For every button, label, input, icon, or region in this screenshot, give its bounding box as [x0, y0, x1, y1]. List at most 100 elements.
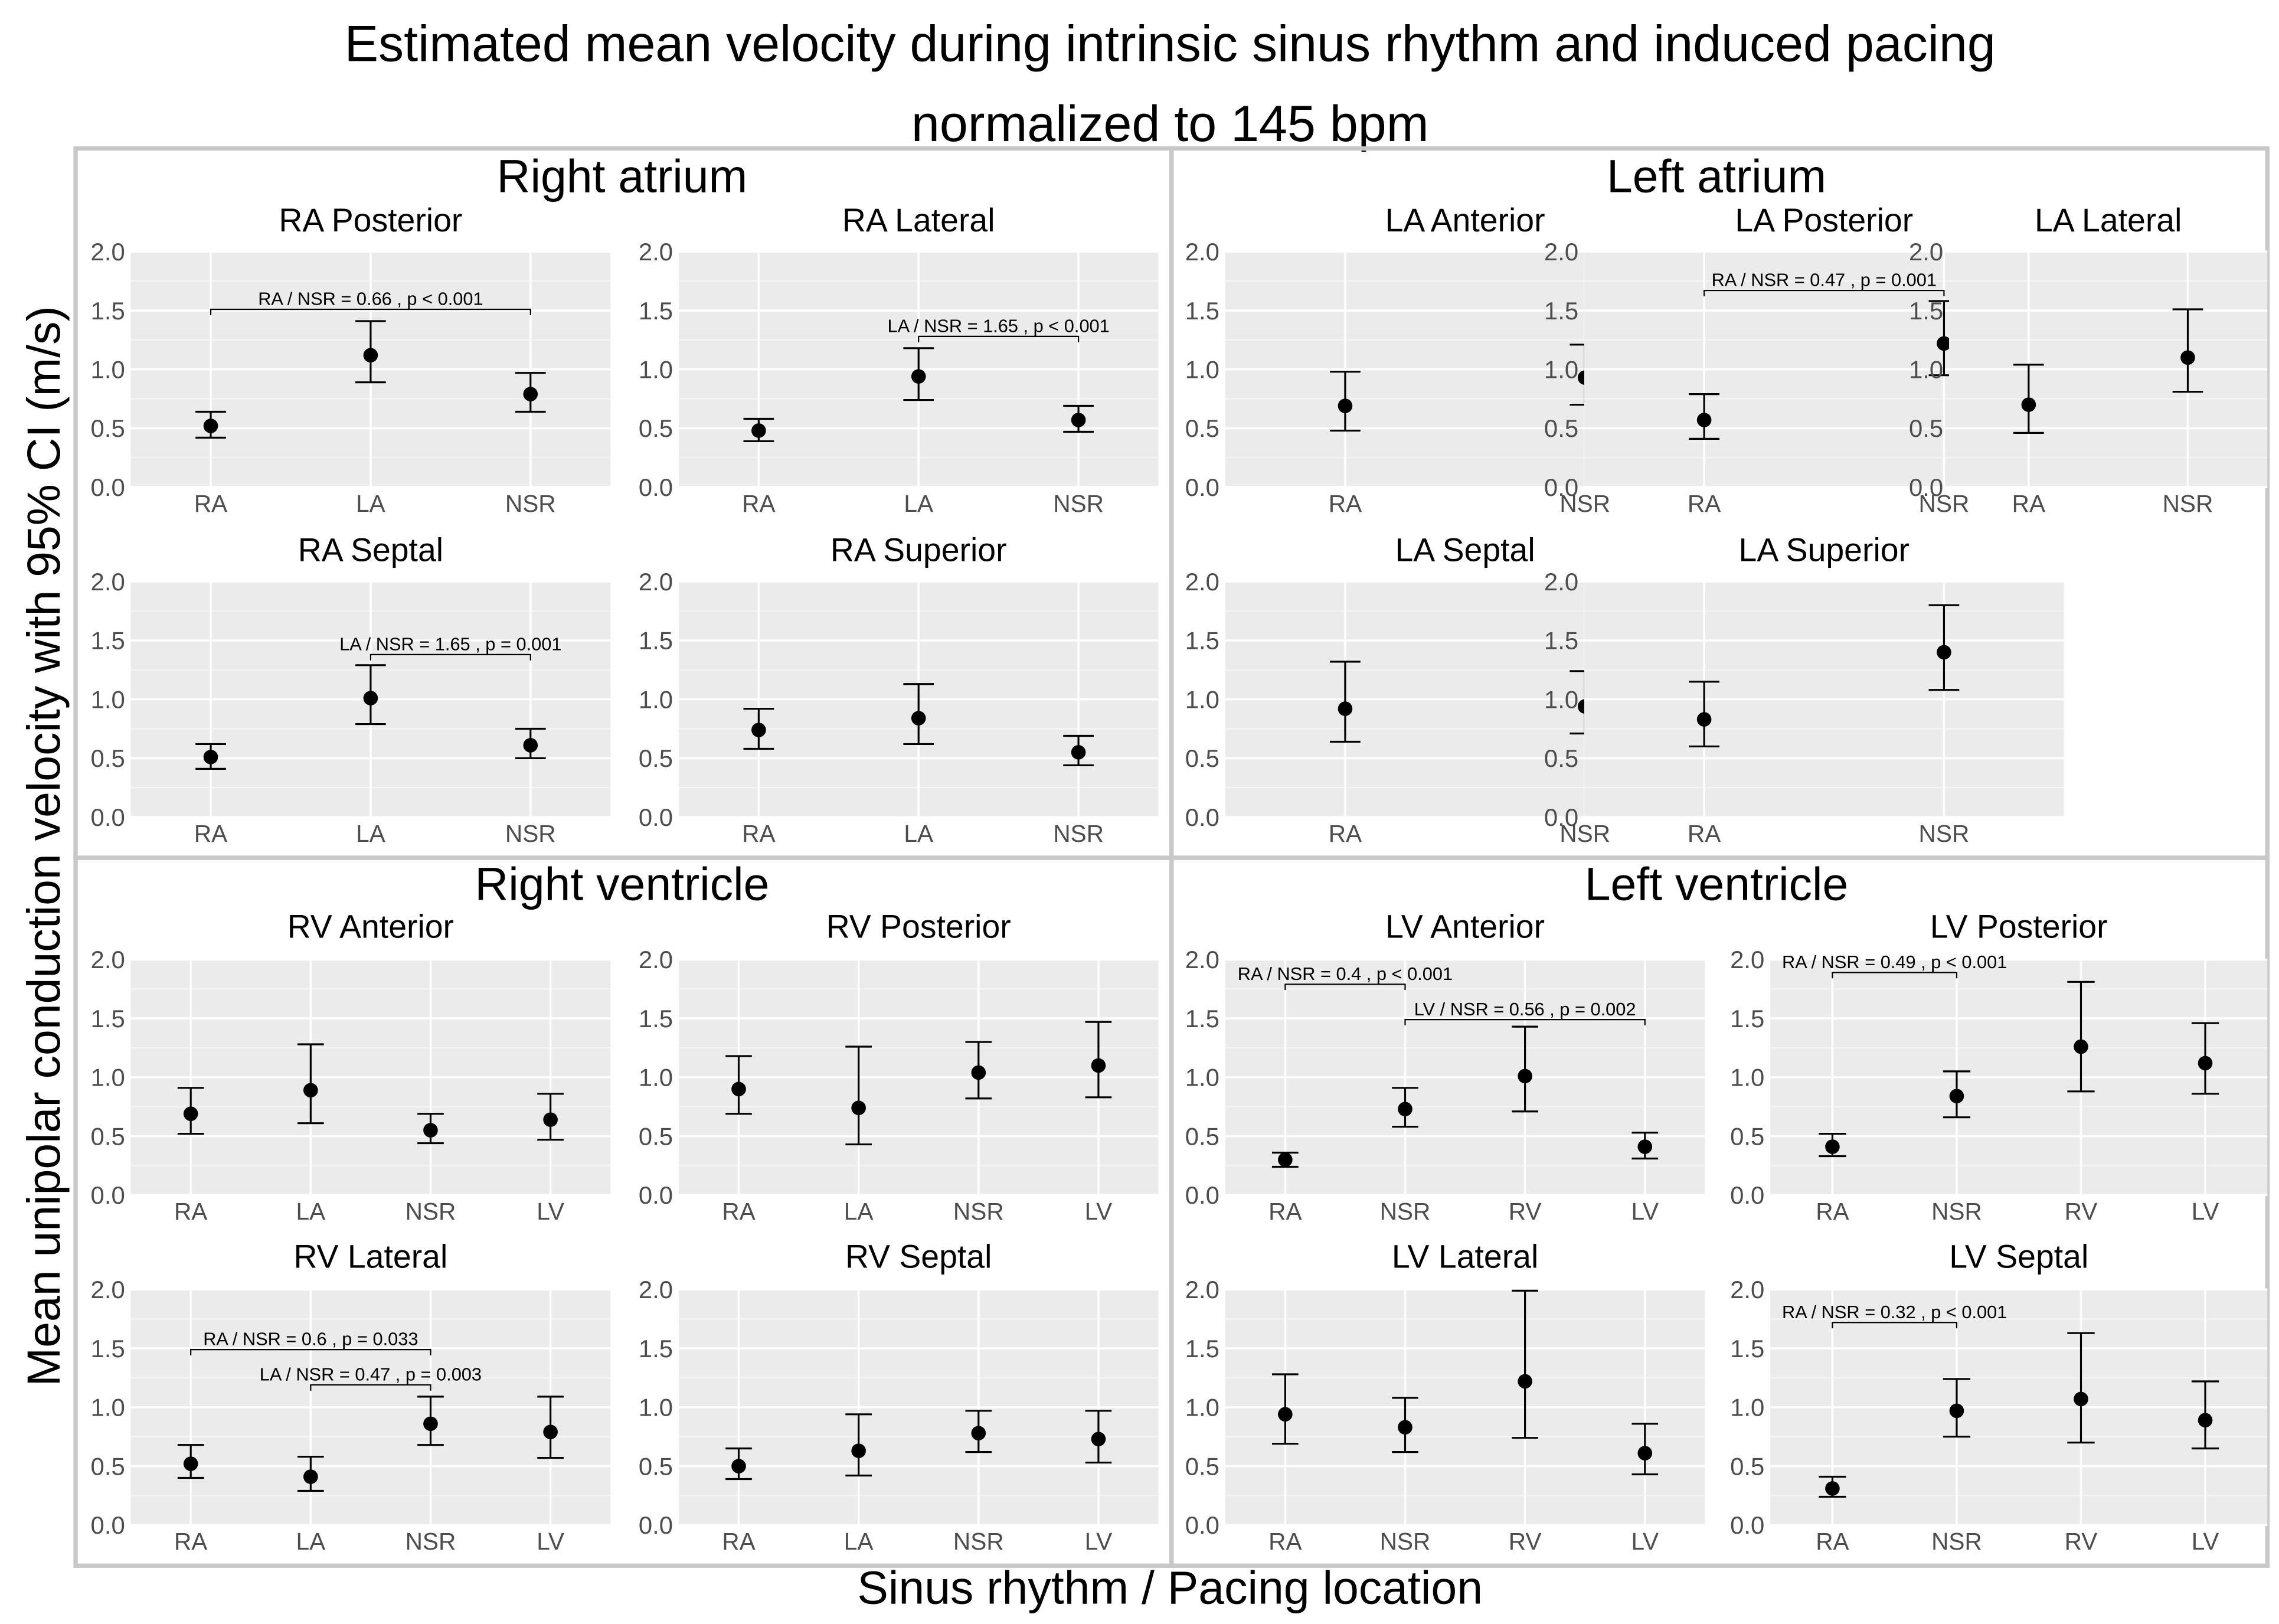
- quadrant-title: Right atrium: [497, 150, 748, 202]
- x-category-label: LA: [356, 490, 385, 517]
- mean-point: [1071, 745, 1086, 760]
- mean-point: [731, 1459, 746, 1473]
- mean-point: [1518, 1068, 1532, 1084]
- mean-point: [1937, 645, 1951, 660]
- x-category-label: RA: [1268, 1198, 1302, 1225]
- panel-title: RA Superior: [830, 532, 1007, 568]
- x-category-label: RA: [1816, 1198, 1849, 1225]
- y-tick-label: 1.0: [1544, 685, 1578, 713]
- x-category-label: NSR: [1559, 820, 1610, 847]
- mean-point: [1338, 398, 1353, 413]
- significance-bracket: [1703, 289, 1945, 296]
- mean-point: [543, 1424, 558, 1440]
- y-tick-label: 1.0: [91, 685, 125, 713]
- significance-label: RA / NSR = 0.49 , p < 0.001: [1782, 952, 2007, 972]
- y-tick-label: 1.5: [1185, 1335, 1219, 1362]
- x-category-label: RA: [2012, 490, 2045, 517]
- x-category-label: NSR: [1931, 1198, 1982, 1225]
- y-tick-label: 0.0: [1185, 1181, 1219, 1209]
- x-category-label: LV: [1085, 1198, 1113, 1225]
- x-category-label: RA: [174, 1198, 207, 1225]
- y-tick-label: 0.5: [91, 1452, 125, 1480]
- y-tick-label: 0.5: [1730, 1452, 1764, 1480]
- significance-bracket: [310, 1384, 431, 1391]
- x-category-label: RA: [174, 1528, 207, 1555]
- y-tick-label: 2.0: [91, 1276, 125, 1303]
- panel-title: RV Anterior: [287, 908, 454, 945]
- plot-area: Right atrium 0.0 0.5 1.0 1.5 2.0 RA LA NSR RA Pos…: [73, 146, 2270, 1568]
- x-category-label: LV: [1631, 1528, 1659, 1555]
- x-category-label: LA: [904, 820, 933, 847]
- panel-title: RV Septal: [845, 1238, 992, 1275]
- mean-point: [751, 423, 766, 438]
- mean-point: [1637, 1446, 1653, 1460]
- y-tick-label: 1.0: [639, 1064, 673, 1092]
- mean-point: [363, 348, 378, 363]
- y-tick-label: 1.5: [91, 627, 125, 655]
- y-tick-label: 0.5: [1909, 414, 1943, 442]
- significance-label: LA / NSR = 0.47 , p = 0.003: [260, 1364, 482, 1385]
- y-tick-label: 1.5: [1730, 1005, 1764, 1032]
- mean-point: [543, 1112, 558, 1127]
- y-tick-label: 0.0: [639, 473, 673, 501]
- significance-label: RA / NSR = 0.6 , p = 0.033: [203, 1329, 418, 1349]
- y-tick-label: 0.0: [639, 1511, 673, 1539]
- chart-title-line-1: Estimated mean velocity during intrinsic…: [345, 16, 1996, 73]
- y-tick-label: 0.5: [639, 744, 673, 772]
- chart-title-line-2: normalized to 145 bpm: [911, 96, 1429, 152]
- y-tick-label: 1.5: [1185, 297, 1219, 325]
- mean-point: [1696, 413, 1712, 427]
- y-tick-label: 0.0: [91, 1511, 125, 1539]
- y-tick-label: 1.5: [639, 627, 673, 655]
- x-category-label: RV: [1509, 1528, 1542, 1555]
- mean-point: [1696, 712, 1712, 727]
- panel-title: LA Anterior: [1385, 202, 1545, 238]
- x-category-label: NSR: [2163, 490, 2213, 517]
- mean-point: [1518, 1374, 1532, 1389]
- x-category-label: LV: [2192, 1528, 2219, 1555]
- mean-point: [2021, 397, 2036, 412]
- panel-title: LA Posterior: [1735, 202, 1913, 238]
- y-tick-label: 2.0: [639, 238, 673, 266]
- x-category-label: RA: [1329, 820, 1362, 847]
- y-tick-label: 0.0: [1544, 473, 1578, 501]
- y-tick-label: 1.0: [639, 685, 673, 713]
- y-tick-label: 0.0: [1909, 473, 1943, 501]
- x-category-label: NSR: [1380, 1528, 1431, 1555]
- significance-bracket: [190, 1349, 431, 1355]
- y-tick-label: 2.0: [91, 238, 125, 266]
- y-tick-label: 2.0: [1544, 238, 1578, 266]
- x-category-label: RV: [1509, 1198, 1542, 1225]
- panel-title: LA Septal: [1395, 532, 1535, 568]
- y-tick-label: 0.0: [639, 1181, 673, 1209]
- y-tick-label: 0.5: [1185, 1122, 1219, 1150]
- y-tick-label: 1.5: [639, 297, 673, 325]
- mean-point: [1825, 1481, 1840, 1496]
- x-category-label: NSR: [1559, 490, 1610, 517]
- mean-point: [1071, 413, 1086, 427]
- y-tick-label: 1.0: [1185, 1394, 1219, 1422]
- y-tick-label: 0.5: [91, 414, 125, 442]
- x-category-label: RA: [1329, 490, 1362, 517]
- mean-point: [2180, 350, 2195, 365]
- significance-bracket: [210, 308, 531, 315]
- panel-title: RV Posterior: [826, 908, 1011, 945]
- y-tick-label: 2.0: [91, 568, 125, 596]
- x-category-label: RA: [742, 820, 775, 847]
- mean-point: [851, 1443, 866, 1458]
- panel-title: LA Superior: [1739, 532, 1909, 568]
- significance-label: LV / NSR = 0.56 , p = 0.002: [1414, 999, 1636, 1020]
- x-axis-title: Sinus rhythm / Pacing location: [857, 1561, 1483, 1613]
- quadrant-title: Right ventricle: [475, 858, 769, 910]
- y-tick-label: 2.0: [639, 1276, 673, 1303]
- y-tick-label: 0.5: [639, 1452, 673, 1480]
- significance-label: RA / NSR = 0.66 , p < 0.001: [258, 289, 483, 309]
- y-tick-label: 2.0: [639, 946, 673, 973]
- x-category-label: LV: [1631, 1198, 1659, 1225]
- x-category-label: NSR: [1931, 1528, 1982, 1555]
- y-tick-label: 1.0: [1185, 685, 1219, 713]
- x-category-label: LV: [537, 1198, 564, 1225]
- x-category-label: RA: [194, 820, 227, 847]
- y-tick-label: 1.0: [91, 1394, 125, 1422]
- mean-point: [423, 1123, 438, 1138]
